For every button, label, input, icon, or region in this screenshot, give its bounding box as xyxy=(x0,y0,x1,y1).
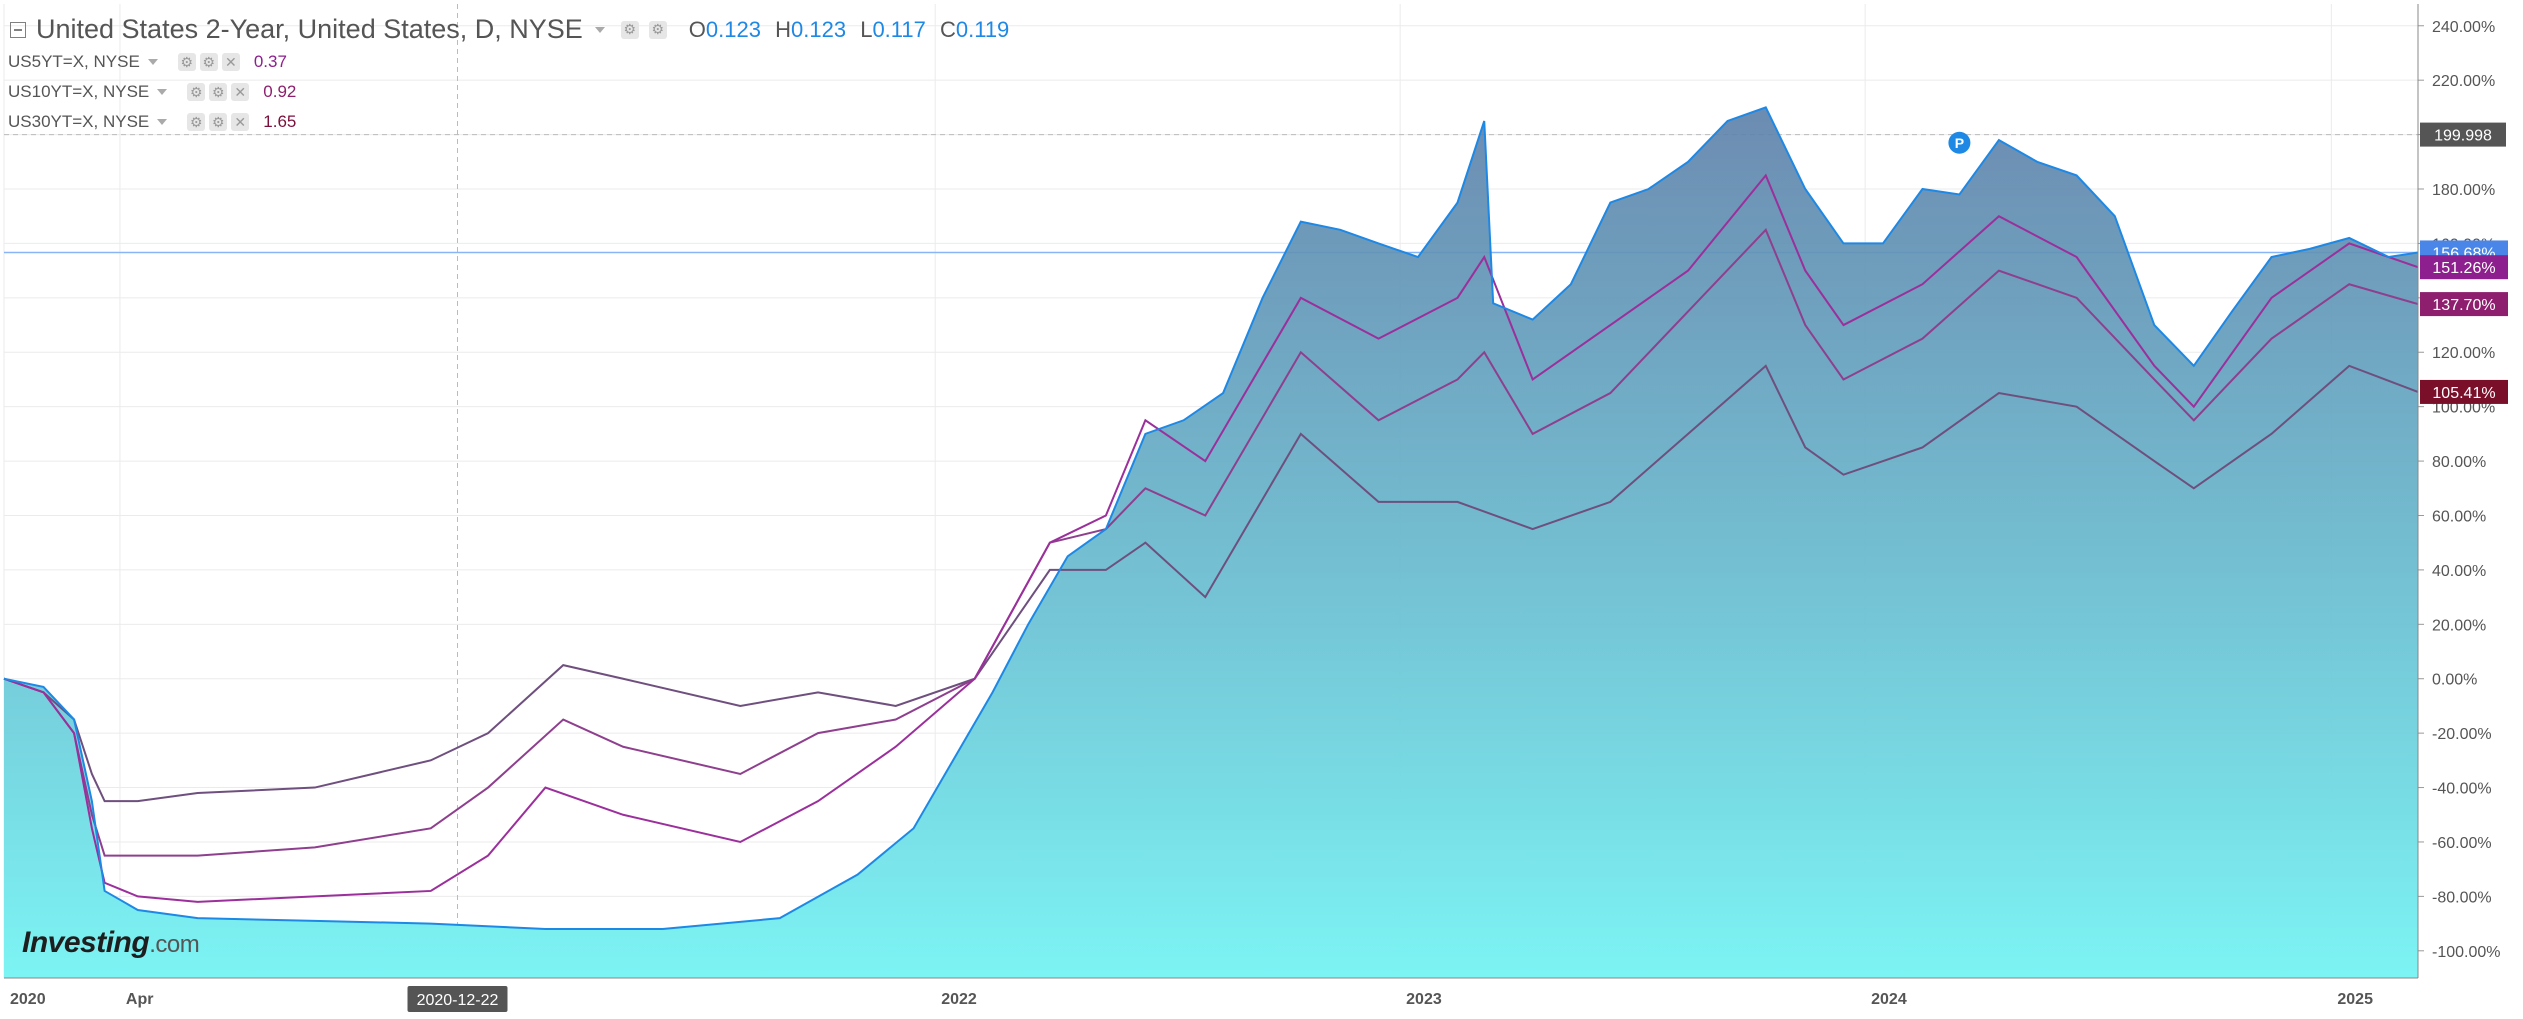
series-line-2y xyxy=(3,106,2419,931)
y-tick-label: -80.00% xyxy=(2432,889,2492,906)
ohlc-low-label: L xyxy=(860,16,873,42)
close-icon[interactable]: ✕ xyxy=(231,113,250,131)
crosshair-date-label: 2020-12-22 xyxy=(417,992,499,1009)
ohlc-high-value: 0.123 xyxy=(791,16,847,42)
pin-marker-icon: P xyxy=(1948,131,1971,154)
last-value-badge-bg xyxy=(2420,255,2508,280)
investing-logo: Investing.com xyxy=(22,926,200,960)
y-tick-label: 180.00% xyxy=(2432,182,2495,199)
ohlc-high-label: H xyxy=(775,16,791,42)
y-tick-label: -60.00% xyxy=(2432,835,2492,852)
chevron-down-icon[interactable] xyxy=(157,119,168,125)
close-icon[interactable]: ✕ xyxy=(231,83,250,101)
crosshair-date-badge: 2020-12-22 xyxy=(407,986,508,1012)
gear-icon[interactable]: ⚙ xyxy=(209,113,228,131)
ohlc-open-label: O xyxy=(688,16,706,42)
crosshair-value-badge: 199.998 xyxy=(2420,122,2506,147)
x-tick-label: 2024 xyxy=(1871,991,1907,1008)
chevron-down-icon[interactable] xyxy=(594,26,605,33)
series-area-2y xyxy=(4,107,2418,978)
pin-marker-circle xyxy=(1948,131,1971,154)
logo-brand: Investing xyxy=(22,926,150,959)
ohlc-readout: O0.123 H0.123 L0.117 C0.119 xyxy=(689,17,1018,43)
chart-header: United States 2-Year, United States, D, … xyxy=(10,14,1017,45)
last-value-badge-bg xyxy=(2420,379,2508,404)
y-tick-label: -100.00% xyxy=(2432,944,2501,961)
last-value-label: 105.41% xyxy=(2432,385,2495,402)
last-value-badge: 105.41% xyxy=(2420,379,2508,404)
series-value: 0.92 xyxy=(263,82,297,101)
series-line-10y xyxy=(3,228,2419,857)
crosshair-value-label: 199.998 xyxy=(2434,128,2492,145)
chart-title: United States 2-Year, United States, D, … xyxy=(36,14,583,44)
collapse-icon[interactable] xyxy=(10,21,26,38)
last-value-badge: 137.70% xyxy=(2420,292,2508,317)
series-legend-us5y[interactable]: US5YT=X, NYSE ⚙ ⚙ ✕ 0.37 xyxy=(8,52,287,72)
y-tick-label: 80.00% xyxy=(2432,454,2486,471)
chevron-down-icon[interactable] xyxy=(147,59,158,65)
y-tick-label: 240.00% xyxy=(2432,19,2495,36)
ohlc-open-value: 0.123 xyxy=(705,16,761,42)
y-tick-label: -40.00% xyxy=(2432,781,2492,798)
ohlc-close-label: C xyxy=(939,16,956,42)
settings-icon[interactable]: ⚙ xyxy=(187,83,206,101)
x-tick-label: Apr xyxy=(126,991,154,1008)
y-tick-label: -20.00% xyxy=(2432,726,2492,743)
series-tools: ⚙ ⚙ ✕ xyxy=(187,83,250,101)
x-tick-label: 2020 xyxy=(10,991,46,1008)
close-icon[interactable]: ✕ xyxy=(221,53,240,71)
gear-icon[interactable]: ⚙ xyxy=(209,83,228,101)
last-value-badge-bg xyxy=(2420,292,2508,317)
series-name: US30YT=X, NYSE xyxy=(8,112,150,131)
y-tick-label: 0.00% xyxy=(2432,672,2477,689)
chevron-down-icon[interactable] xyxy=(157,89,168,95)
gear-icon[interactable]: ⚙ xyxy=(648,20,667,39)
series-tools: ⚙ ⚙ ✕ xyxy=(177,53,240,71)
series-legend-us30y[interactable]: US30YT=X, NYSE ⚙ ⚙ ✕ 1.65 xyxy=(8,112,296,132)
settings-icon[interactable]: ⚙ xyxy=(187,113,206,131)
y-tick-label: 60.00% xyxy=(2432,508,2486,525)
y-tick-label: 20.00% xyxy=(2432,617,2486,634)
y-tick-label: 40.00% xyxy=(2432,563,2486,580)
crosshair-date-badge-bg xyxy=(407,986,508,1012)
series-name: US10YT=X, NYSE xyxy=(8,82,150,101)
gear-icon[interactable]: ⚙ xyxy=(199,53,218,71)
y-tick-label: 220.00% xyxy=(2432,73,2495,90)
crosshair-value-badge-bg xyxy=(2420,122,2506,147)
y-tick-label: 120.00% xyxy=(2432,345,2495,362)
settings-icon[interactable]: ⚙ xyxy=(177,53,196,71)
series-line-30y xyxy=(3,364,2419,803)
last-value-label: 137.70% xyxy=(2432,297,2495,314)
logo-suffix: .com xyxy=(149,931,200,958)
x-tick-label: 2025 xyxy=(2337,991,2373,1008)
pin-marker-letter: P xyxy=(1955,135,1964,151)
last-value-label: 151.26% xyxy=(2432,260,2495,277)
series-value: 0.37 xyxy=(253,52,287,71)
last-value-badge: 151.26% xyxy=(2420,255,2508,280)
ohlc-low-value: 0.117 xyxy=(872,16,926,42)
series-tools: ⚙ ⚙ ✕ xyxy=(187,113,250,131)
x-tick-label: 2022 xyxy=(941,991,977,1008)
ohlc-close-value: 0.119 xyxy=(955,16,1010,42)
series-name: US5YT=X, NYSE xyxy=(8,52,140,71)
series-value: 1.65 xyxy=(263,112,297,131)
series-line-5y xyxy=(3,173,2419,903)
x-tick-label: 2023 xyxy=(1406,991,1442,1008)
settings-icon[interactable]: ⚙ xyxy=(620,20,639,39)
series-layer xyxy=(3,106,2419,978)
series-legend-us10y[interactable]: US10YT=X, NYSE ⚙ ⚙ ✕ 0.92 xyxy=(8,82,296,102)
labels-layer: 2020-12-22199.998156.68%151.26%137.70%10… xyxy=(407,122,2508,1012)
